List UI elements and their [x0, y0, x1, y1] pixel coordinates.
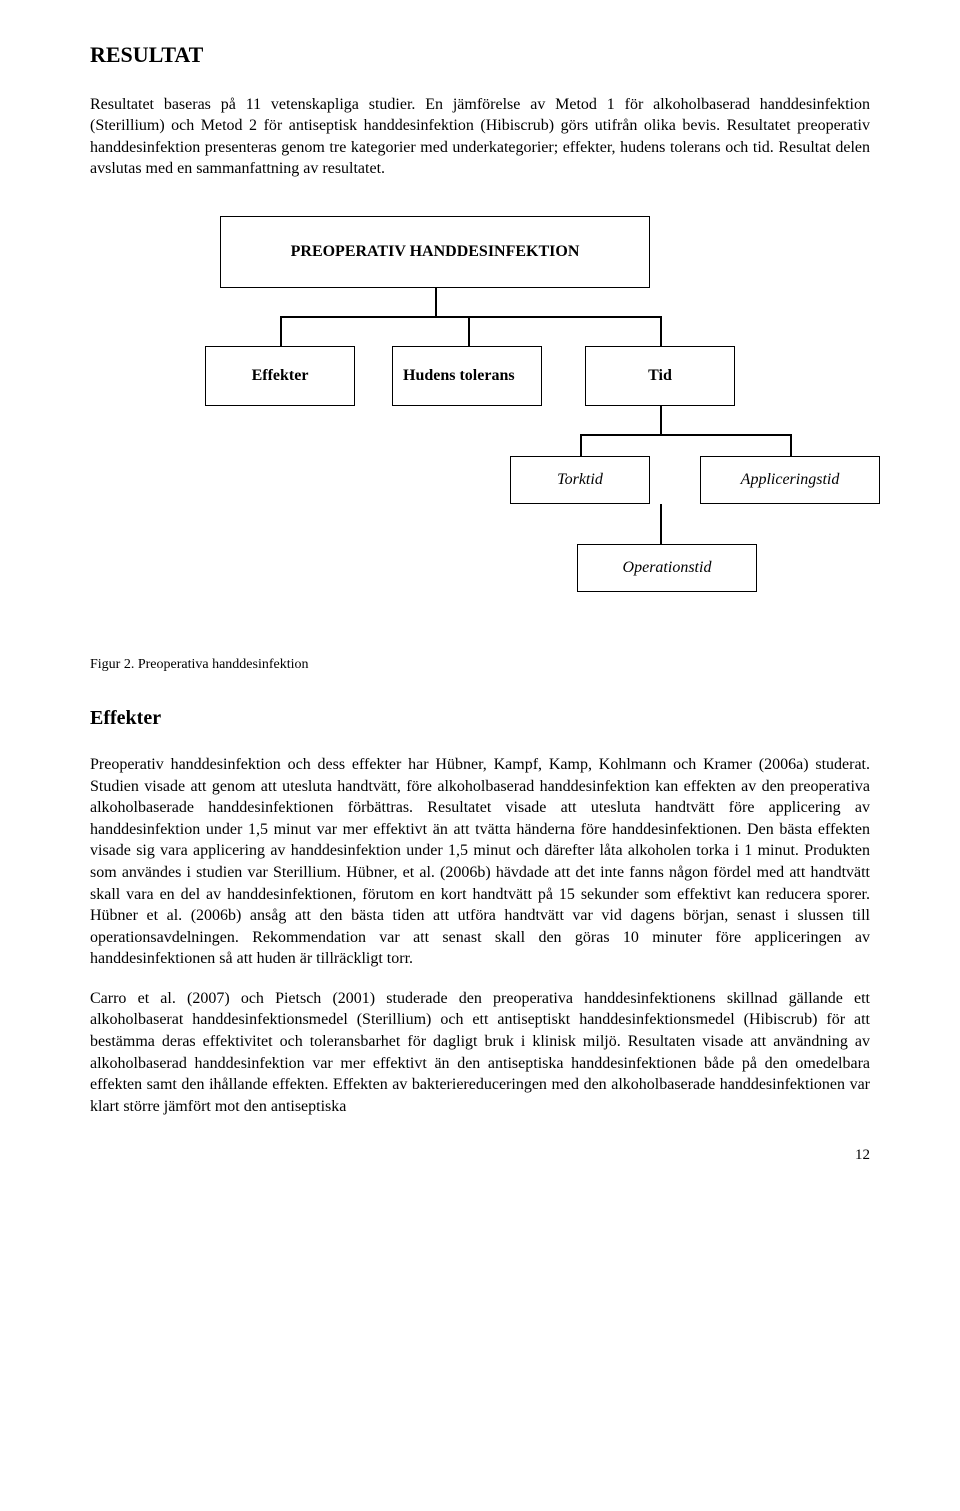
connector [468, 316, 470, 346]
node-operationstid: Operationstid [577, 544, 757, 592]
node-root: PREOPERATIV HANDDESINFEKTION [220, 216, 650, 288]
body-paragraph-1: Preoperativ handdesinfektion och dess ef… [90, 754, 870, 970]
connector [660, 504, 662, 544]
connector [790, 434, 792, 456]
flowchart-diagram: PREOPERATIV HANDDESINFEKTION Effekter Hu… [90, 216, 870, 636]
connector [660, 406, 662, 434]
page-number: 12 [90, 1145, 870, 1165]
connector [280, 316, 282, 346]
page-heading: RESULTAT [90, 40, 870, 70]
node-hudens-tolerans: Hudens tolerans [392, 346, 542, 406]
node-torktid: Torktid [510, 456, 650, 504]
connector [435, 288, 437, 316]
connector [660, 316, 662, 346]
node-effekter: Effekter [205, 346, 355, 406]
node-tid: Tid [585, 346, 735, 406]
connector [580, 434, 790, 436]
intro-paragraph: Resultatet baseras på 11 vetenskapliga s… [90, 94, 870, 180]
body-paragraph-2: Carro et al. (2007) och Pietsch (2001) s… [90, 988, 870, 1118]
connector [280, 316, 660, 318]
node-appliceringstid: Appliceringstid [700, 456, 880, 504]
section-heading-effekter: Effekter [90, 705, 870, 732]
figure-caption: Figur 2. Preoperativa handdesinfektion [90, 656, 870, 675]
connector [580, 434, 582, 456]
